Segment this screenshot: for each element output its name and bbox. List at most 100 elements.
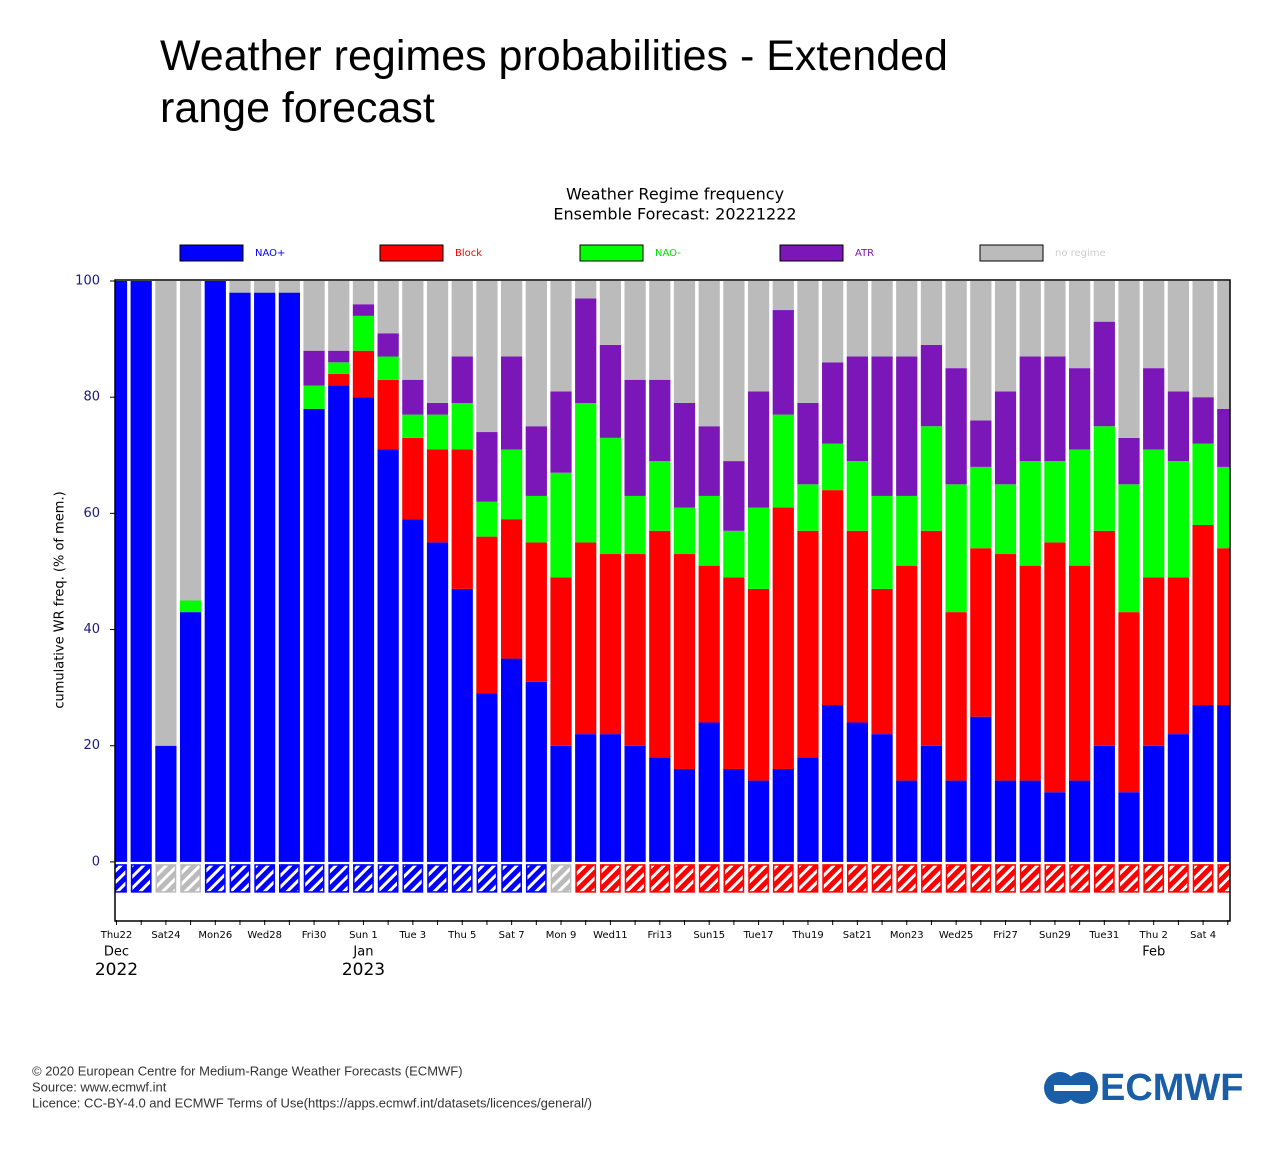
dominant-regime-marker — [772, 864, 794, 893]
bar-segment — [772, 414, 794, 508]
bar-segment — [970, 281, 992, 421]
dominant-regime-marker — [1044, 864, 1066, 893]
legend-label: no regime — [1055, 248, 1106, 259]
bar-segment — [550, 745, 572, 862]
bar-segment — [525, 542, 547, 682]
x-tick-label: Fri27 — [993, 930, 1018, 941]
bar-segment — [501, 658, 523, 862]
bar-segment — [525, 281, 547, 427]
bar-segment — [328, 350, 350, 363]
bar-segment — [1167, 461, 1190, 578]
dominant-regime-marker — [353, 864, 374, 893]
bar-segment — [1143, 368, 1165, 450]
bar-segment — [303, 281, 325, 351]
bar-segment — [575, 402, 597, 543]
dominant-regime-marker — [748, 864, 769, 893]
bar-segment — [994, 391, 1017, 485]
bar-segment — [525, 495, 547, 543]
bar-segment — [945, 612, 967, 781]
bar-segment — [599, 281, 622, 345]
x-group-month: Feb — [1142, 945, 1165, 960]
dominant-regime-marker — [649, 864, 671, 893]
bar-segment — [550, 391, 572, 473]
bar-segment — [476, 693, 498, 862]
bar-segment — [723, 461, 745, 531]
bar-segment — [994, 281, 1017, 392]
bar-segment — [426, 281, 449, 403]
bar-segment — [115, 281, 128, 862]
bar-segment — [599, 554, 622, 735]
bar-segment — [155, 281, 177, 746]
bar-segment — [920, 344, 943, 427]
dominant-regime-marker — [476, 864, 498, 893]
bar-segment — [1093, 745, 1115, 862]
bar-segment — [476, 536, 498, 694]
bar-segment — [575, 298, 597, 403]
bar-segment — [575, 281, 597, 299]
bar-segment — [402, 437, 424, 520]
dominant-regime-marker — [1168, 864, 1189, 893]
bar-segment — [649, 757, 671, 862]
bar-segment — [303, 350, 325, 386]
bar-segment — [747, 780, 770, 862]
bar-segment — [1118, 792, 1140, 862]
x-tick-label: Mon23 — [890, 930, 924, 941]
bar-segment — [1167, 281, 1190, 392]
dominant-regime-marker — [278, 864, 300, 893]
bar-segment — [1069, 368, 1091, 450]
logo-text: ECMWF — [1100, 1067, 1244, 1109]
bar-segment — [1069, 449, 1091, 566]
bar-segment — [920, 426, 943, 531]
bar-segment — [1044, 461, 1066, 543]
page-title: Weather regimes probabilities - Extended — [160, 32, 948, 80]
bar-segment — [649, 461, 671, 531]
chart-title: Weather Regime frequency — [566, 185, 784, 204]
bar-segment — [155, 745, 177, 862]
bar-segment — [723, 577, 745, 769]
dominant-regime-marker — [155, 864, 177, 893]
bar-segment — [624, 495, 646, 555]
dominant-regime-marker — [1118, 864, 1140, 893]
bar-segment — [1069, 780, 1091, 862]
bar-segment — [1093, 530, 1115, 746]
dominant-regime-marker — [723, 864, 745, 893]
bar-segment — [624, 379, 646, 496]
x-tick-label: Sat 7 — [499, 930, 525, 941]
dominant-regime-marker — [995, 864, 1016, 893]
bar-segment — [328, 373, 350, 386]
bar-segment — [377, 281, 399, 334]
legend-swatch — [779, 244, 844, 262]
bar-segment — [772, 281, 794, 311]
bar-segment — [501, 356, 523, 450]
bar-segment — [1143, 745, 1165, 862]
plot-frame — [114, 279, 1231, 922]
bar-segment — [352, 315, 375, 351]
bar-segment — [278, 292, 300, 862]
legend-label: NAO+ — [255, 248, 285, 259]
bar-segment — [920, 281, 943, 345]
dominant-regime-marker — [130, 864, 152, 893]
x-tick-label: Sun29 — [1039, 930, 1071, 941]
bar-segment — [896, 565, 918, 781]
bar-segment — [599, 734, 622, 862]
bar-segment — [772, 310, 794, 415]
bar-segment — [747, 281, 770, 392]
bar-segment — [698, 495, 720, 566]
bar-segment — [822, 362, 844, 444]
dominant-regime-marker — [921, 864, 942, 893]
bar-segment — [599, 437, 622, 555]
bar-segment — [624, 281, 646, 380]
bar-segment — [1019, 281, 1041, 357]
legend-swatch — [579, 244, 644, 262]
bar-segment — [1192, 281, 1214, 398]
bar-segment — [970, 548, 992, 717]
legend-label: ATR — [855, 248, 874, 259]
bar-segment — [896, 495, 918, 566]
x-tick-label: Sat21 — [843, 930, 872, 941]
bar-segment — [352, 350, 375, 398]
bar-segment — [303, 385, 325, 409]
bar-segment — [1044, 281, 1066, 357]
dominant-regime-marker — [328, 864, 350, 893]
bar-segment — [501, 449, 523, 520]
bar-segment — [328, 385, 350, 862]
